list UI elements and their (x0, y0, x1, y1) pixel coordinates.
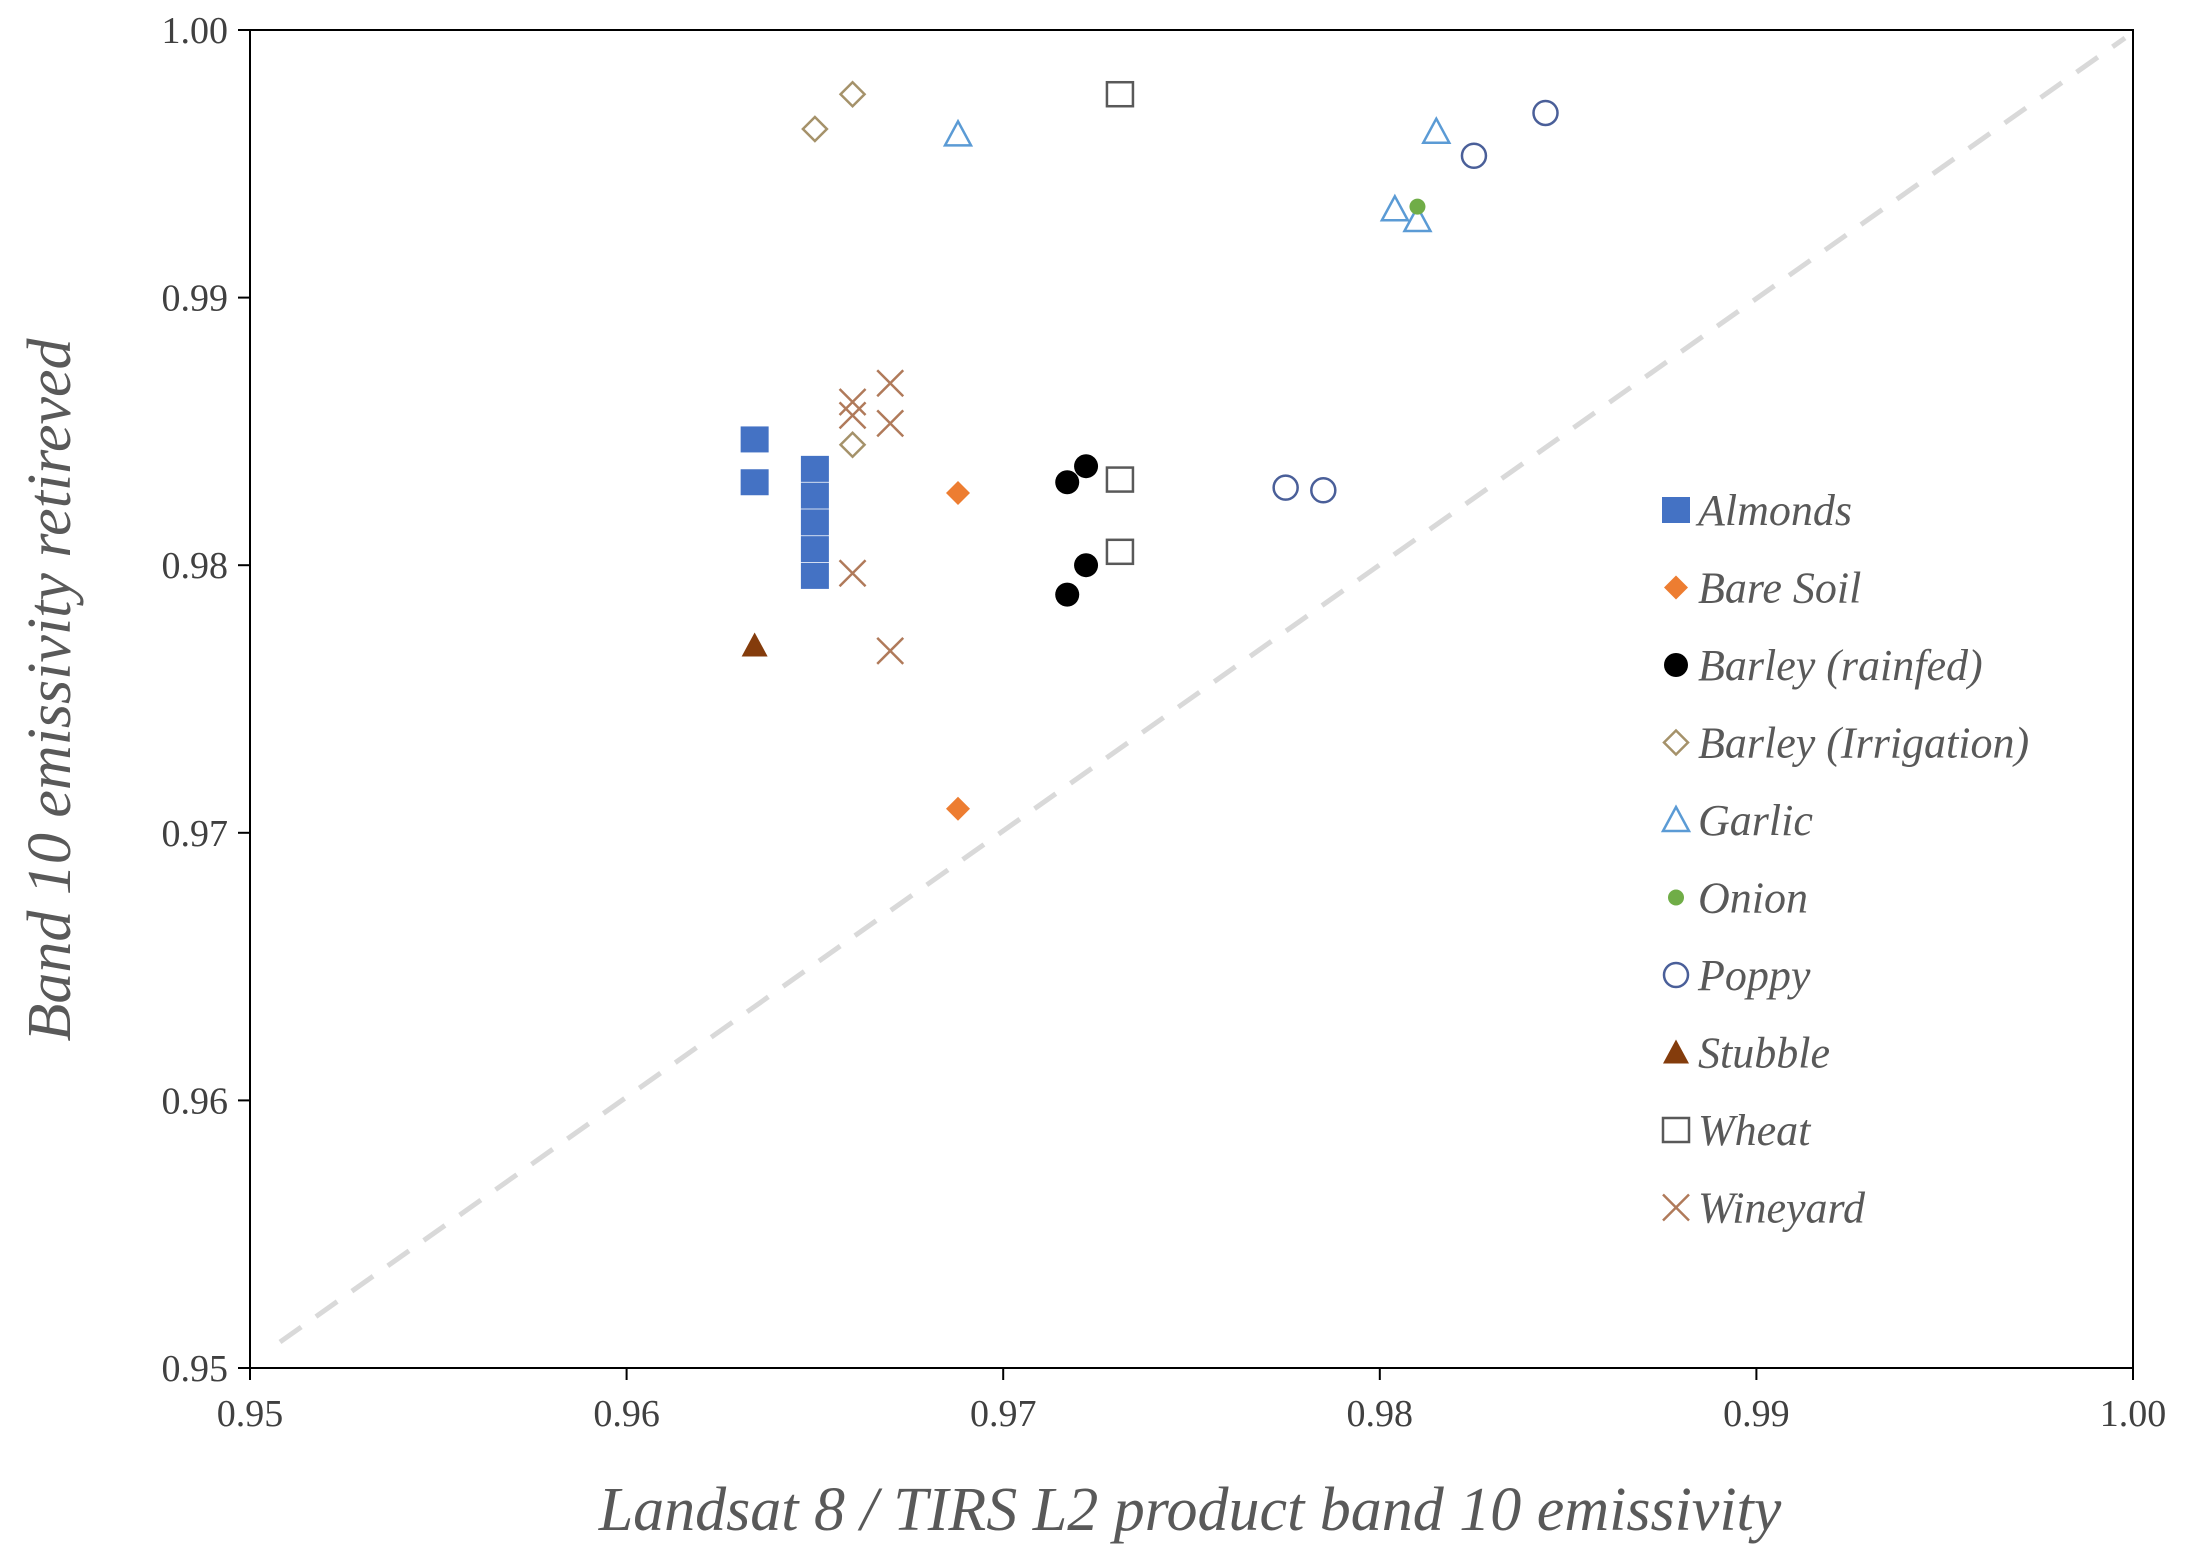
data-point-barley-irrigation (838, 431, 867, 459)
legend-label-bare-soil: Bare Soil (1698, 564, 1861, 613)
x-marker-stroke (838, 388, 867, 416)
data-point-wineyard (838, 401, 867, 430)
legend-marker-bare-soil (1664, 575, 1688, 600)
data-point-garlic (1421, 116, 1452, 144)
data-point-wineyard (838, 559, 867, 588)
y-tick-label: 0.97 (162, 813, 229, 855)
x-tick-label: 1.00 (2100, 1393, 2167, 1435)
y-tick-label: 0.98 (162, 545, 229, 587)
legend-marker-poppy (1662, 961, 1690, 989)
legend-marker-barley-irrigation (1662, 728, 1690, 757)
data-point-almonds (800, 509, 829, 536)
x-marker-stroke (876, 409, 905, 438)
data-point-barley-irrigation (838, 80, 867, 108)
x-tick-label: 0.97 (970, 1393, 1037, 1435)
legend-label-stubble: Stubble (1698, 1029, 1830, 1078)
data-point-wineyard (876, 409, 905, 438)
legend-marker-garlic (1660, 804, 1692, 833)
data-point-almonds (800, 482, 829, 509)
legend-label-barley-irrigation: Barley (Irrigation) (1698, 719, 2029, 768)
data-point-wheat (1105, 538, 1135, 566)
data-point-wineyard (838, 388, 867, 416)
data-point-almonds (800, 536, 829, 563)
legend-label-wineyard: Wineyard (1698, 1184, 1866, 1233)
data-point-bare-soil (946, 796, 971, 821)
reference-line (278, 35, 2127, 1345)
data-point-poppy (1272, 474, 1299, 501)
y-tick-label: 0.95 (162, 1348, 229, 1390)
data-point-almonds (740, 469, 769, 496)
legend-label-onion: Onion (1698, 874, 1808, 923)
x-marker-stroke (1662, 1193, 1690, 1222)
data-point-garlic (1379, 193, 1410, 222)
legend-marker-barley-rainfed (1664, 653, 1688, 677)
legend-marker-stubble (1663, 1039, 1689, 1064)
data-point-bare-soil (946, 480, 971, 505)
legend-marker-wheat (1661, 1116, 1691, 1144)
data-point-almonds (800, 562, 829, 589)
x-marker-stroke (876, 636, 905, 665)
data-point-poppy (1460, 142, 1488, 170)
legend-label-almonds: Almonds (1695, 486, 1852, 535)
y-tick-label: 0.96 (162, 1080, 229, 1122)
legend-marker-wineyard (1662, 1193, 1690, 1222)
x-tick-label: 0.95 (217, 1393, 284, 1435)
x-marker-stroke (876, 369, 905, 398)
x-tick-label: 0.99 (1723, 1393, 1790, 1435)
data-point-poppy (1310, 477, 1337, 504)
x-marker-stroke (838, 559, 867, 588)
x-tick-label: 0.96 (593, 1393, 660, 1435)
data-point-poppy (1532, 99, 1559, 127)
legend-label-wheat: Wheat (1698, 1106, 1812, 1155)
data-point-barley-irrigation (801, 115, 829, 143)
data-point-wheat (1105, 466, 1135, 493)
data-point-almonds (800, 455, 829, 482)
legend-label-garlic: Garlic (1698, 796, 1813, 845)
data-point-garlic (1402, 204, 1433, 233)
legend-marker-almonds (1662, 497, 1690, 523)
plot-frame (249, 29, 2134, 1369)
y-axis-title: Band 10 emissivity retireved (16, 337, 84, 1041)
legend-label-poppy: Poppy (1697, 951, 1811, 1000)
data-point-wheat (1105, 80, 1135, 108)
legend-label-barley-rainfed: Barley (rainfed) (1698, 641, 1983, 690)
y-tick-label: 0.99 (162, 278, 229, 320)
x-tick-label: 0.98 (1347, 1393, 1414, 1435)
data-point-garlic (942, 118, 974, 147)
legend-marker-onion (1668, 889, 1684, 906)
data-point-barley-rainfed (1055, 582, 1080, 607)
data-point-almonds (740, 426, 769, 453)
data-point-wineyard (876, 636, 905, 665)
x-marker-stroke (838, 401, 867, 430)
data-point-barley-rainfed (1055, 470, 1080, 495)
data-point-wineyard (876, 369, 905, 398)
data-point-stubble (741, 632, 768, 657)
y-tick-label: 1.00 (162, 10, 229, 52)
data-point-onion (1409, 198, 1426, 215)
x-axis-title: Landsat 8 / TIRS L2 product band 10 emis… (598, 1476, 1782, 1544)
data-point-barley-rainfed (1074, 454, 1099, 479)
data-point-barley-rainfed (1074, 553, 1099, 578)
